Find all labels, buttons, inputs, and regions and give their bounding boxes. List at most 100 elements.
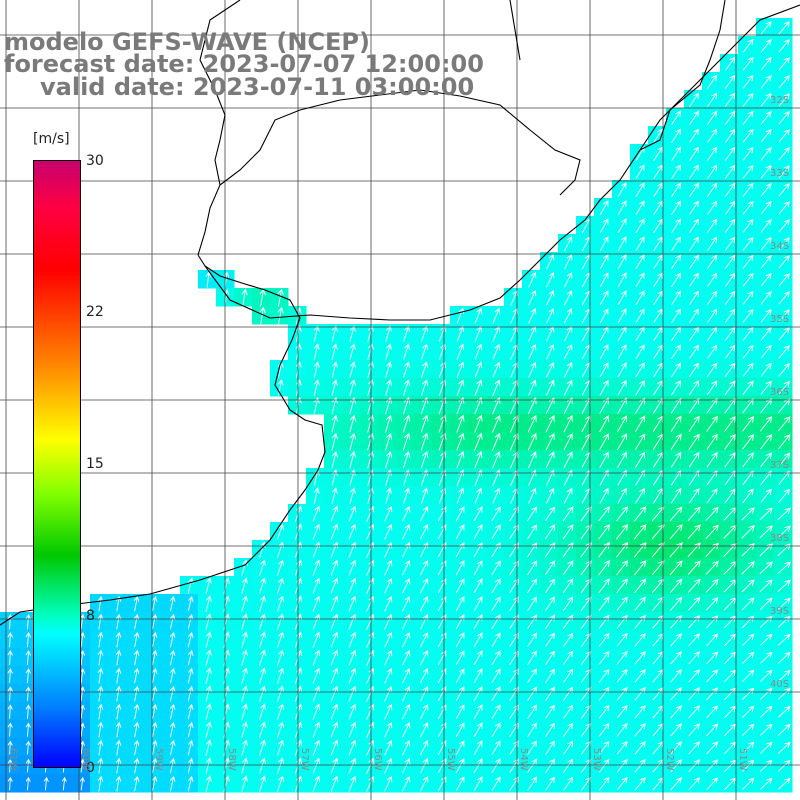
wind-speed-cell xyxy=(576,630,595,649)
wind-speed-cell xyxy=(108,684,127,703)
wind-arrow xyxy=(688,759,701,773)
wind-arrow xyxy=(366,739,375,756)
wind-speed-cell xyxy=(486,504,505,523)
wind-arrow xyxy=(276,703,285,720)
wind-arrow xyxy=(330,703,339,720)
wind-arrow xyxy=(473,560,483,576)
wind-arrow xyxy=(705,524,719,540)
wind-arrow xyxy=(545,740,556,755)
wind-speed-cell xyxy=(396,702,415,721)
wind-arrow xyxy=(669,578,683,593)
wind-arrow xyxy=(562,506,574,522)
wind-speed-cell xyxy=(342,576,361,595)
wind-arrow xyxy=(634,776,646,791)
wind-arrow xyxy=(151,631,158,648)
wind-speed-cell xyxy=(774,576,793,595)
wind-speed-cell xyxy=(360,486,379,505)
wind-speed-cell xyxy=(594,414,613,433)
colorbar-tick-30: 30 xyxy=(86,153,104,169)
wind-speed-cell xyxy=(594,198,613,217)
wind-arrow xyxy=(366,649,375,666)
wind-arrow xyxy=(633,560,647,576)
wind-arrow xyxy=(349,396,357,415)
wind-speed-cell xyxy=(270,576,289,595)
wind-arrow xyxy=(689,362,700,378)
wind-speed-cell xyxy=(666,684,685,703)
wind-arrow xyxy=(670,615,683,629)
wind-speed-cell xyxy=(432,324,451,343)
wind-speed-cell xyxy=(648,162,667,181)
wind-speed-cell xyxy=(558,342,577,361)
wind-speed-cell xyxy=(684,414,703,433)
wind-arrow xyxy=(724,254,736,269)
wind-arrow xyxy=(276,739,285,756)
wind-arrow xyxy=(742,254,754,269)
wind-speed-cell xyxy=(396,576,415,595)
wind-speed-cell xyxy=(450,576,469,595)
wind-arrow xyxy=(598,758,610,773)
wind-speed-cell xyxy=(342,720,361,739)
wind-arrow xyxy=(545,758,556,773)
wind-speed-cell xyxy=(504,360,523,379)
wind-arrow xyxy=(616,524,629,540)
wind-arrow xyxy=(760,92,772,107)
wind-arrow xyxy=(313,325,320,342)
wind-arrow xyxy=(778,21,790,35)
wind-speed-cell xyxy=(540,468,559,487)
wind-arrow xyxy=(419,595,429,612)
wind-arrow xyxy=(598,524,610,540)
wind-speed-cell xyxy=(576,252,595,271)
wind-arrow xyxy=(276,631,285,648)
wind-speed-cell xyxy=(144,648,163,667)
wind-speed-cell xyxy=(612,180,631,199)
wind-arrow xyxy=(688,633,701,647)
wind-arrow xyxy=(456,325,465,342)
wind-arrow xyxy=(79,776,85,791)
wind-arrow xyxy=(724,164,736,179)
wind-speed-cell xyxy=(756,630,775,649)
wind-arrow xyxy=(259,613,266,630)
wind-arrow xyxy=(616,578,628,594)
wind-speed-cell xyxy=(342,540,361,559)
wind-speed-cell xyxy=(414,360,433,379)
wind-arrow xyxy=(616,740,628,755)
wind-arrow xyxy=(385,451,393,469)
wind-arrow xyxy=(562,560,574,576)
wind-arrow xyxy=(25,758,31,773)
wind-speed-cell xyxy=(234,576,253,595)
wind-speed-cell xyxy=(630,468,649,487)
wind-speed-cell xyxy=(738,576,757,595)
wind-arrow xyxy=(580,542,592,558)
wind-arrow xyxy=(760,218,772,233)
wind-arrow xyxy=(403,343,410,360)
wind-arrow xyxy=(724,272,736,287)
wind-speed-cell xyxy=(414,450,433,469)
wind-speed-cell xyxy=(558,468,577,487)
wind-arrow xyxy=(598,506,610,522)
wind-speed-cell xyxy=(738,54,757,73)
wind-speed-cell xyxy=(450,612,469,631)
wind-speed-cell xyxy=(360,720,379,739)
wind-speed-cell xyxy=(666,540,685,559)
wind-speed-cell xyxy=(576,684,595,703)
wind-speed-cell xyxy=(540,684,559,703)
wind-speed-cell xyxy=(666,216,685,235)
wind-arrow xyxy=(259,721,266,738)
wind-speed-cell xyxy=(324,684,343,703)
wind-speed-cell xyxy=(270,306,289,325)
wind-speed-cell xyxy=(738,90,757,109)
wind-arrow xyxy=(473,506,483,522)
wind-arrow xyxy=(778,362,790,377)
wind-speed-cell xyxy=(684,738,703,757)
wind-arrow xyxy=(366,703,375,720)
wind-arrow xyxy=(635,254,645,270)
wind-arrow xyxy=(545,686,556,701)
wind-speed-cell xyxy=(576,378,595,397)
wind-speed-cell xyxy=(234,648,253,667)
wind-speed-cell xyxy=(180,738,199,757)
wind-speed-cell xyxy=(486,306,505,325)
wind-arrow xyxy=(545,578,556,594)
wind-arrow xyxy=(331,487,338,504)
wind-arrow xyxy=(348,595,357,612)
coast-line xyxy=(0,254,326,626)
